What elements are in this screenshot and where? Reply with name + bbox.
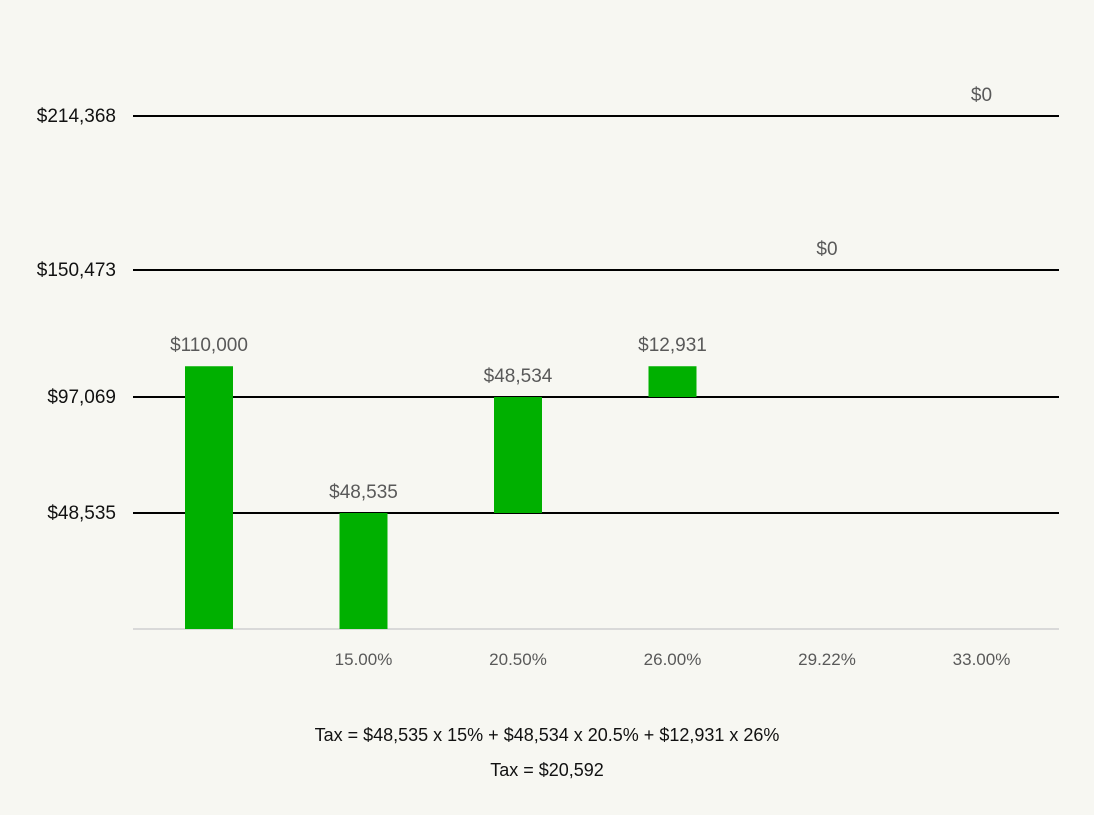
x-tick-label: 29.22% [798,650,856,669]
bar-value-label: $48,534 [484,366,553,387]
bar-2 [494,397,542,513]
y-tick-label: $214,368 [37,106,116,127]
y-tick-label: $48,535 [47,503,116,524]
bar-3 [648,366,697,397]
tax-formula: Tax = $48,535 x 15% + $48,534 x 20.5% + … [314,725,780,745]
x-tick-label: 15.00% [335,650,393,669]
tax-bracket-chart: $48,535 $97,069 $150,473 $214,368 $110,000 $4… [37,85,1059,669]
tax-total: Tax = $20,592 [490,760,604,780]
bar-0 [185,366,233,629]
y-tick-label: $150,473 [37,260,116,281]
y-tick-label: $97,069 [47,387,116,408]
bar-value-label: $0 [816,239,837,260]
x-tick-label: 33.00% [953,650,1011,669]
bar-value-label: $110,000 [170,335,248,356]
x-tick-label: 26.00% [644,650,702,669]
bar-value-label: $48,535 [329,482,398,503]
bar-value-label: $0 [971,85,992,106]
x-tick-label: 20.50% [489,650,547,669]
bar-value-label: $12,931 [638,335,707,356]
bar-1 [339,513,388,629]
